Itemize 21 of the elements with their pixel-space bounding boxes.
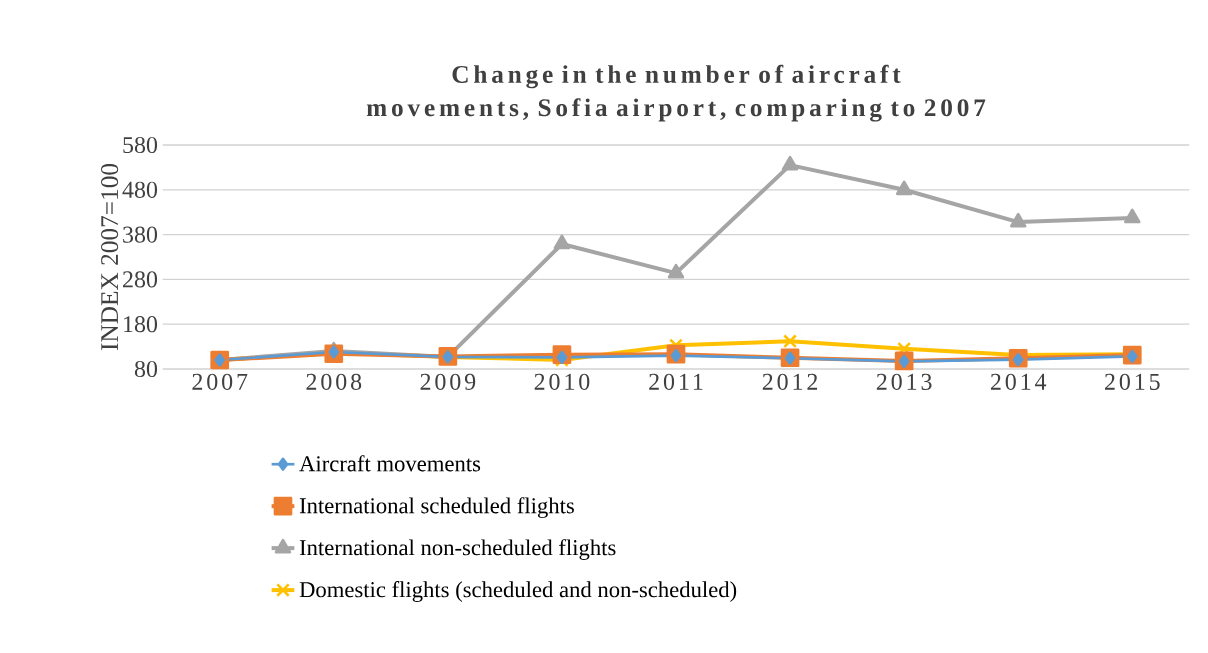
y-tick-label: 180 <box>124 316 158 333</box>
legend-label: International scheduled flights <box>299 497 574 519</box>
y-tick-label: 480 <box>122 181 158 198</box>
x-tick-label: 2008 <box>306 373 362 390</box>
x-tick-label: 2007 <box>192 373 248 390</box>
y-tick-label: 80 <box>134 360 158 378</box>
x-tick-label: 2014 <box>990 373 1047 390</box>
legend-label: Aircraft movements <box>299 455 481 472</box>
legend-label: International non-scheduled flights <box>299 539 616 560</box>
x-tick-label: 2009 <box>420 373 476 390</box>
chart-title: Change in the number of aircraft movements, Sofia airport, comparing to 2007 <box>366 64 986 122</box>
x-tick-label: 2013 <box>876 373 932 390</box>
legend-label: Domestic flights (scheduled and non-scheduled) <box>299 581 737 602</box>
x-tick-label: 2011 <box>649 373 703 390</box>
x-tick-label: 2015 <box>1105 373 1160 390</box>
x-tick-label: 2012 <box>762 373 818 390</box>
y-axis-title: INDEX 2007=100 <box>101 163 119 351</box>
y-tick-label: 380 <box>123 226 158 243</box>
y-tick-label: 280 <box>123 271 158 288</box>
y-tick-label: 580 <box>123 136 158 154</box>
x-tick-label: 2010 <box>534 373 590 390</box>
